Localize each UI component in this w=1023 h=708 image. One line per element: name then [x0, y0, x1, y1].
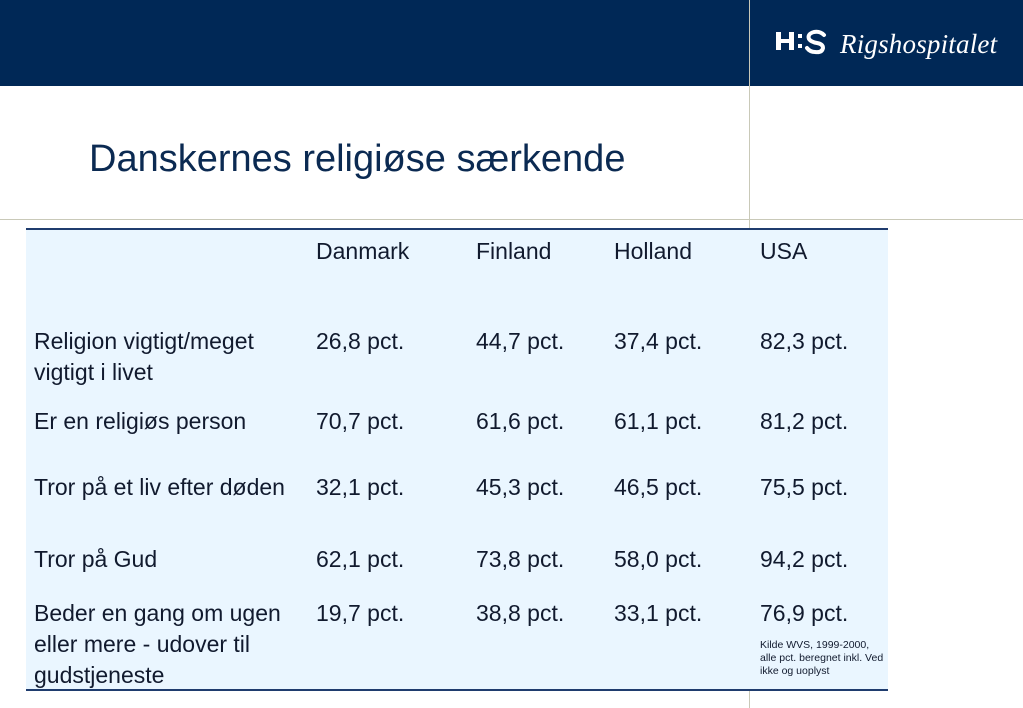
table-cell: 46,5 pct.	[614, 474, 703, 500]
table-row: Religion vigtigt/meget vigtigt i livet 2…	[26, 326, 888, 406]
table-cell: 32,1 pct.	[316, 474, 405, 500]
table-cell: 75,5 pct.	[760, 474, 849, 500]
table-cell: 81,2 pct.	[760, 408, 849, 434]
table-row: Tror på Gud 62,1 pct. 73,8 pct. 58,0 pct…	[26, 544, 888, 598]
table-row: Beder en gang om ugen eller mere - udove…	[26, 598, 888, 691]
table-cell: 19,7 pct.	[316, 600, 405, 626]
row-label: Tror på Gud	[34, 546, 158, 572]
horizontal-divider	[0, 219, 1023, 220]
page-title: Danskernes religiøse særkende	[89, 138, 626, 180]
table-cell: 58,0 pct.	[614, 546, 703, 572]
table-cell: 44,7 pct.	[476, 328, 565, 354]
column-header-usa: USA	[760, 238, 808, 264]
row-label: Beder en gang om ugen eller mere - udove…	[34, 600, 281, 688]
column-header-empty	[26, 230, 316, 326]
table-cell: 26,8 pct.	[316, 328, 405, 354]
row-label: Religion vigtigt/meget vigtigt i livet	[34, 328, 254, 385]
logo: Rigshospitalet	[776, 24, 997, 64]
table-cell-with-source: 76,9 pct. Kilde WVS, 1999-2000, alle pct…	[760, 598, 888, 691]
table-cell: 33,1 pct.	[614, 600, 703, 626]
table-cell: 73,8 pct.	[476, 546, 565, 572]
table-cell: 45,3 pct.	[476, 474, 565, 500]
table-cell: 38,8 pct.	[476, 600, 565, 626]
data-table-panel: Danmark Finland Holland USA Religion vig…	[26, 228, 888, 691]
header-bar	[0, 0, 1023, 86]
data-table: Danmark Finland Holland USA Religion vig…	[26, 230, 888, 691]
hs-logo-mark-icon	[776, 29, 826, 55]
table-cell: 76,9 pct.	[760, 600, 849, 626]
table-cell: 82,3 pct.	[760, 328, 849, 354]
row-label: Er en religiøs person	[34, 408, 247, 434]
table-cell: 62,1 pct.	[316, 546, 405, 572]
table-cell: 61,1 pct.	[614, 408, 703, 434]
table-cell: 61,6 pct.	[476, 408, 565, 434]
table-header-row: Danmark Finland Holland USA	[26, 230, 888, 326]
table-cell: 70,7 pct.	[316, 408, 405, 434]
source-note: Kilde WVS, 1999-2000, alle pct. beregnet…	[760, 639, 884, 677]
column-header-holland: Holland	[614, 238, 692, 264]
table-row: Tror på et liv efter døden 32,1 pct. 45,…	[26, 472, 888, 544]
table-cell: 94,2 pct.	[760, 546, 849, 572]
row-label: Tror på et liv efter døden	[34, 474, 285, 500]
table-row: Er en religiøs person 70,7 pct. 61,6 pct…	[26, 406, 888, 472]
column-header-finland: Finland	[476, 238, 552, 264]
table-cell: 37,4 pct.	[614, 328, 703, 354]
brand-name: Rigshospitalet	[840, 28, 998, 59]
column-header-danmark: Danmark	[316, 238, 410, 264]
